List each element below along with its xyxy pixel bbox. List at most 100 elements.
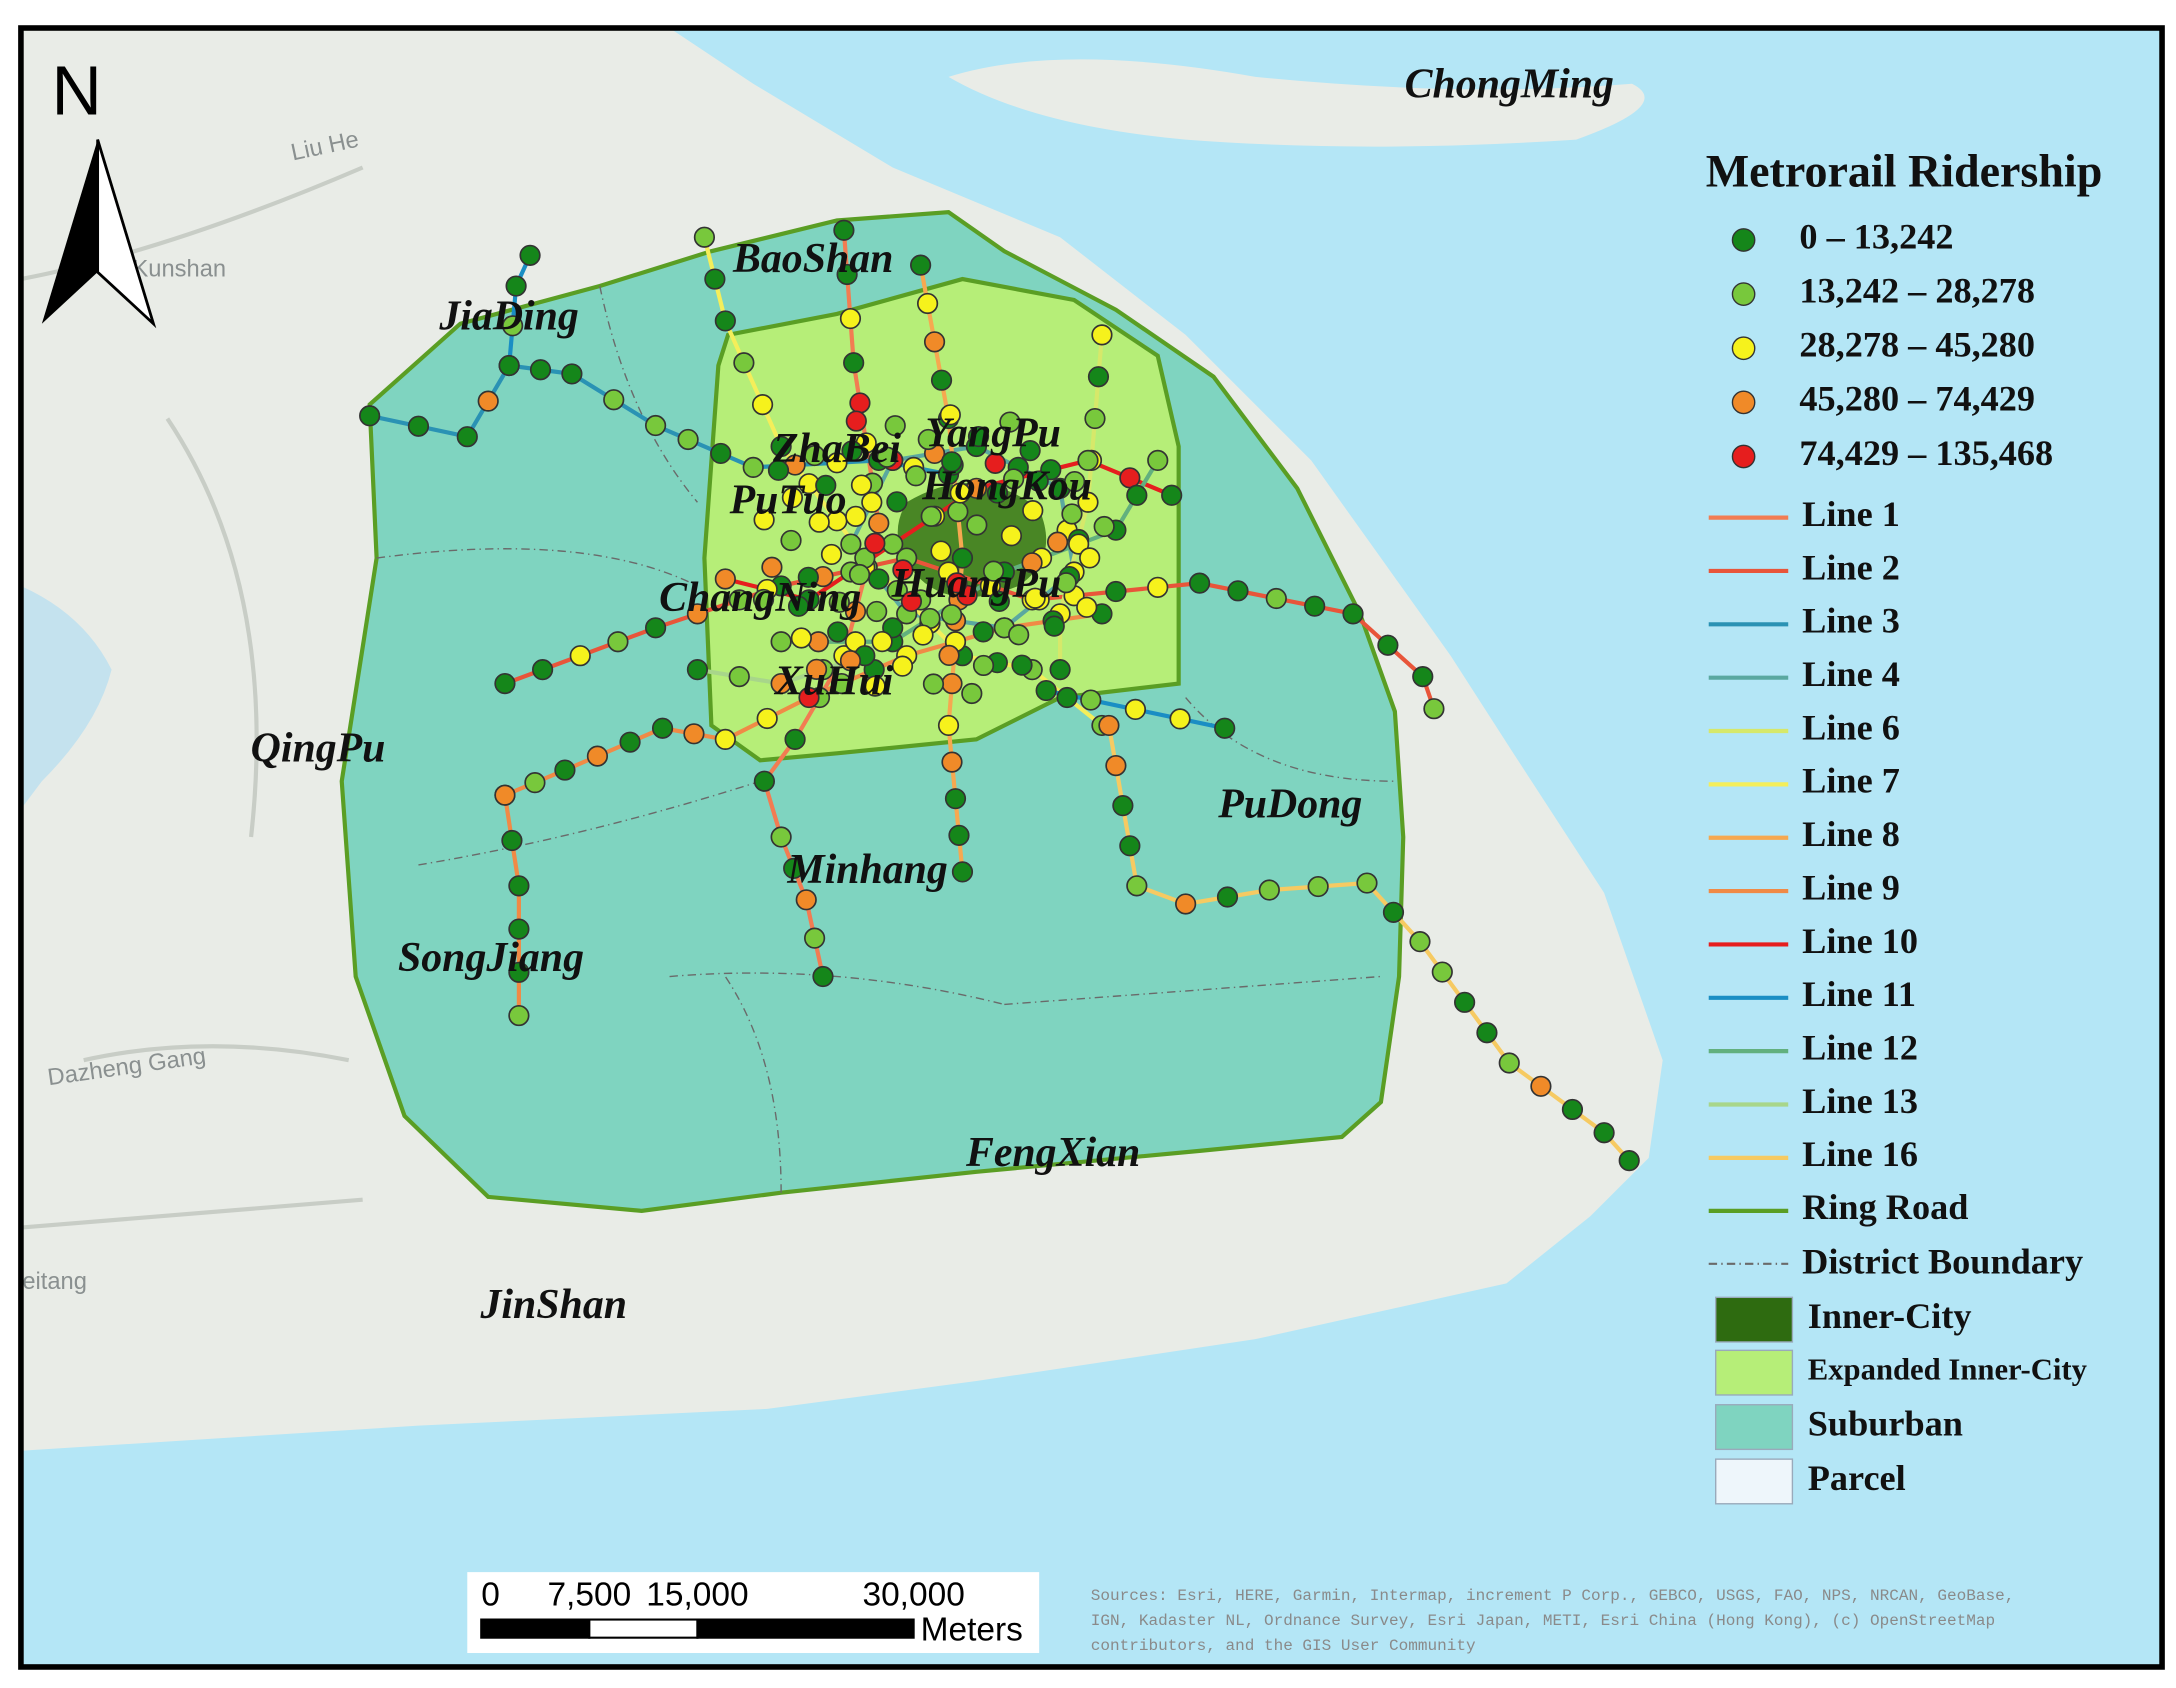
station — [1530, 1075, 1552, 1097]
station — [683, 723, 705, 745]
station — [784, 728, 806, 750]
station — [826, 452, 848, 474]
station — [848, 563, 871, 586]
station — [505, 275, 527, 297]
sources-line: contributors, and the GIS User Community — [1091, 1637, 1476, 1655]
station — [815, 474, 837, 496]
station — [790, 627, 812, 649]
sources-line: IGN, Kadaster NL, Ordnance Survey, Esri … — [1091, 1612, 1995, 1630]
station — [966, 514, 988, 536]
sources-line: Sources: Esri, HERE, Garmin, Intermap, i… — [1091, 1587, 2015, 1605]
station — [770, 826, 792, 848]
station — [841, 440, 863, 462]
station — [529, 359, 552, 381]
station — [494, 672, 516, 695]
station — [886, 491, 908, 513]
legend-label: 28,278 – 45,280 — [1799, 325, 2035, 365]
station — [804, 444, 826, 467]
station — [498, 354, 520, 377]
station — [714, 728, 736, 750]
legend-label: Line 8 — [1802, 814, 1900, 854]
station — [850, 474, 873, 496]
station — [1188, 572, 1211, 594]
station — [861, 491, 883, 513]
station — [868, 568, 890, 590]
station — [1035, 679, 1057, 702]
station — [922, 673, 945, 695]
station — [770, 672, 792, 695]
station — [1214, 717, 1236, 739]
legend-label: 0 – 13,242 — [1799, 216, 1953, 256]
station — [1087, 366, 1110, 388]
station — [1027, 470, 1049, 492]
legend-label: Line 7 — [1802, 761, 1900, 801]
station — [1043, 615, 1065, 637]
station — [508, 875, 530, 897]
station — [1382, 901, 1405, 923]
arrow-left — [41, 139, 98, 324]
station — [781, 487, 804, 509]
station — [1105, 580, 1127, 603]
station — [1011, 654, 1033, 676]
station — [1000, 525, 1023, 547]
station — [930, 369, 953, 391]
station — [876, 446, 898, 468]
station — [751, 394, 774, 416]
station — [742, 456, 764, 478]
station — [1476, 1022, 1498, 1044]
station — [728, 666, 750, 688]
station — [795, 889, 817, 911]
station — [920, 505, 942, 527]
scale-unit: Meters — [921, 1611, 1023, 1648]
station — [905, 465, 927, 487]
station — [812, 965, 834, 988]
station — [833, 219, 855, 241]
legend-title: Metrorail Ridership — [1706, 145, 2103, 196]
station — [761, 556, 783, 578]
station — [1304, 595, 1326, 617]
station — [939, 404, 961, 426]
station — [1077, 491, 1099, 513]
station — [1216, 886, 1239, 908]
station — [916, 292, 939, 315]
station — [1342, 603, 1364, 625]
station — [477, 390, 499, 412]
station — [1049, 659, 1071, 681]
legend-dot — [1731, 228, 1756, 252]
district-label: ZhaBei — [772, 426, 901, 472]
legend-label: Line 11 — [1802, 974, 1916, 1014]
station — [508, 1004, 530, 1027]
station — [864, 532, 886, 554]
station — [1112, 795, 1134, 817]
station — [1008, 624, 1030, 646]
station — [866, 600, 888, 623]
station — [871, 631, 893, 653]
station — [986, 482, 1009, 504]
legend-swatch — [1714, 1349, 1794, 1396]
station — [999, 411, 1021, 433]
station — [948, 824, 970, 846]
sources: Sources: Esri, HERE, Garmin, Intermap, i… — [1091, 1587, 2015, 1655]
scale-tick-label: 15,000 — [646, 1577, 748, 1614]
station — [651, 717, 674, 739]
station — [501, 829, 523, 852]
station — [704, 268, 726, 290]
station — [407, 415, 430, 437]
station — [967, 425, 990, 448]
station — [1098, 714, 1120, 737]
station — [941, 451, 963, 473]
station — [714, 568, 736, 590]
station — [937, 714, 960, 737]
station — [984, 452, 1006, 474]
lake — [20, 585, 112, 810]
station — [1055, 572, 1077, 594]
scale-tick-label: 30,000 — [862, 1577, 964, 1614]
station — [827, 621, 849, 643]
station — [1454, 991, 1476, 1013]
station — [733, 352, 755, 374]
station — [508, 918, 530, 940]
station — [1079, 547, 1101, 569]
station — [1093, 515, 1115, 538]
station — [844, 600, 867, 623]
